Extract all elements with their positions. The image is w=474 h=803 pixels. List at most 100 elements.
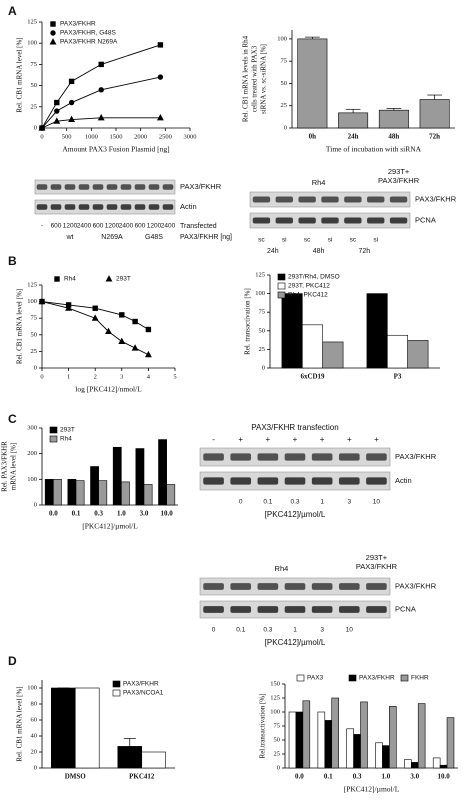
- point: [131, 344, 139, 351]
- bar: [389, 706, 397, 769]
- blot-row-label: PCNA: [395, 604, 416, 613]
- blot-band: [338, 606, 360, 613]
- x-tick-label: 0.0: [295, 773, 304, 781]
- lane-treatment: +: [320, 435, 325, 444]
- x-axis-label: Amount PAX3 Fusion Plasmid [ng]: [62, 145, 169, 154]
- bar: [166, 484, 176, 506]
- legend-label: 293T, PKC412: [288, 283, 330, 290]
- blot-top-label: Rh4: [312, 178, 326, 187]
- lane-label: 1200: [105, 223, 120, 230]
- blot-title: PAX3/FKHR transfection: [251, 423, 338, 432]
- lane-label: sc: [350, 237, 357, 244]
- blot-strip: [34, 179, 176, 195]
- blot-caption: [PKC412]/µmol/L: [265, 510, 326, 519]
- blot-row-label: PCNA: [415, 215, 436, 224]
- panel-letter: B: [8, 254, 17, 268]
- point: [68, 115, 76, 123]
- x-axis-label: [PKC412]/µmol/L: [82, 522, 138, 531]
- blot-band: [338, 477, 360, 485]
- y-tick-label: 20: [31, 748, 38, 755]
- lane-treatment: +: [238, 435, 243, 444]
- x-tick-label: 0.0: [49, 510, 58, 518]
- blot-band: [389, 217, 408, 224]
- blot-band: [50, 204, 62, 210]
- blot-top-note: 293T+: [388, 167, 410, 176]
- point: [38, 297, 46, 305]
- y-axis-label: Rel. PAX3/FKHR: [1, 441, 9, 492]
- blot-band: [203, 583, 224, 590]
- lane-treatment: -: [212, 435, 215, 444]
- x-tick-label: 0: [40, 133, 43, 140]
- lane-label: 0.1: [263, 499, 272, 506]
- panel-letter: A: [8, 4, 17, 18]
- bar: [353, 734, 361, 769]
- x-tick-label: 0.1: [72, 510, 81, 518]
- blot-band: [162, 204, 174, 210]
- y-tick-label: 100: [27, 40, 37, 47]
- x-tick-label: 72h: [429, 133, 440, 141]
- y-tick-label: 125: [27, 281, 37, 288]
- y-tick-label: 75: [281, 58, 288, 65]
- blot-band: [366, 453, 387, 461]
- y-tick-label: 25: [31, 103, 38, 110]
- x-tick-label: 4: [147, 373, 151, 380]
- bar: [281, 293, 303, 369]
- x-tick-label: 500: [62, 133, 72, 140]
- y-tick-label: 50: [31, 82, 38, 89]
- lane-group: 24h: [267, 248, 279, 255]
- bar: [74, 687, 100, 769]
- legend-label: PAX3/NCOA1: [123, 690, 164, 697]
- blot-band: [148, 184, 160, 190]
- bar: [288, 711, 297, 769]
- bar: [346, 728, 354, 769]
- bar: [322, 341, 344, 369]
- bar: [297, 38, 328, 129]
- point: [105, 327, 112, 334]
- lane-label: 0: [239, 499, 243, 506]
- lane-label: 1: [293, 627, 297, 634]
- bar: [317, 711, 326, 769]
- lane-label: 1200: [147, 223, 162, 230]
- legend-label: 293T: [116, 276, 131, 283]
- x-tick-label: 10.0: [161, 510, 174, 518]
- legend-marker: [50, 30, 56, 36]
- blot-band: [366, 583, 387, 590]
- legend-swatch: [277, 273, 286, 281]
- legend-label: Rh4: [64, 276, 76, 283]
- blot-band: [367, 196, 385, 203]
- y-axis-label: Rel. transactivation [%]: [244, 288, 252, 355]
- bar: [404, 759, 412, 769]
- y-tick-label: 25: [31, 348, 38, 355]
- point: [97, 113, 105, 121]
- blot-band: [284, 583, 306, 590]
- point: [157, 42, 164, 48]
- bar: [112, 446, 122, 506]
- legend-marker: [49, 38, 57, 45]
- bar: [375, 742, 383, 769]
- bar: [439, 764, 448, 769]
- point: [65, 304, 73, 311]
- y-tick-label: 50: [274, 736, 281, 743]
- bar: [360, 701, 368, 769]
- panel-letter: D: [8, 654, 17, 668]
- x-tick-label: 0.3: [94, 510, 103, 518]
- y-tick-label: 0: [34, 364, 37, 371]
- legend-marker: [50, 21, 56, 27]
- point: [53, 117, 61, 124]
- y-tick-label: 100: [255, 290, 265, 297]
- y-axis-label: Rel. CB1 mRNA levels in Rh4: [242, 35, 250, 122]
- x-tick-label: 0.1: [324, 773, 333, 781]
- blot-band: [148, 204, 160, 210]
- bar: [51, 687, 76, 769]
- blot-band: [230, 453, 252, 461]
- y-tick-label: 0: [34, 501, 37, 508]
- lane-group: wt: [66, 234, 74, 241]
- bar: [324, 720, 333, 769]
- legend-swatch: [348, 674, 357, 682]
- y-tick-label: 0: [34, 764, 37, 771]
- panel-letter: C: [8, 412, 17, 426]
- blot-row-label: PAX3/FKHR: [395, 581, 437, 590]
- y-tick-label: 0: [284, 124, 287, 131]
- x-tick-label: 3000: [184, 133, 197, 140]
- x-tick-label: 2000: [134, 133, 147, 140]
